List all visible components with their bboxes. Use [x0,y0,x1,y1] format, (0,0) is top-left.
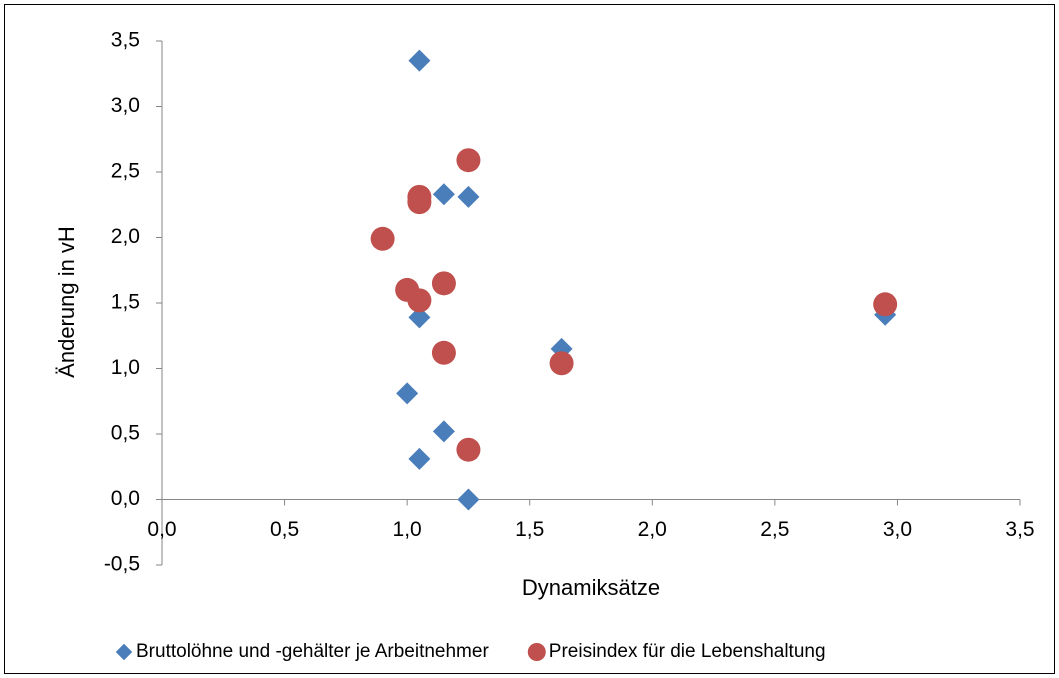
data-point [407,190,432,215]
data-point [407,288,432,313]
data-point [457,488,480,511]
data-point [431,340,456,365]
data-point [456,437,481,462]
x-tick-label: 1,5 [515,518,544,541]
x-tick-label: 3,0 [883,518,912,541]
data-point [873,292,898,317]
data-point [457,185,480,208]
data-point [432,420,455,443]
y-axis-title: Änderung in vH [54,226,79,378]
y-tick-label: 3,5 [111,29,140,52]
data-point [432,183,455,206]
y-tick-label: 1,0 [111,356,140,379]
data-point [408,49,431,72]
y-tick-label: -0,5 [104,553,140,576]
chart-frame [4,4,1055,674]
y-tick-label: 2,0 [111,225,140,248]
x-tick-label: 2,0 [638,518,667,541]
y-tick-label: 3,0 [111,94,140,117]
data-point [370,226,395,251]
x-tick-label: 0,0 [147,518,176,541]
data-point [408,447,431,470]
y-tick-label: 1,5 [111,291,140,314]
x-tick-label: 1,0 [393,518,422,541]
data-point [456,148,481,173]
x-tick-label: 2,5 [760,518,789,541]
x-axis-title: Dynamiksätze [522,575,660,600]
x-tick-label: 3,5 [1005,518,1034,541]
legend-marker [115,643,133,661]
legend-label: Preisindex für die Lebenshaltung [549,641,826,662]
y-tick-label: 0,0 [111,487,140,510]
data-point [408,306,431,329]
legend-marker [527,643,546,661]
data-point [431,271,456,296]
x-tick-label: 0,5 [270,518,299,541]
y-tick-label: 0,5 [111,422,140,445]
data-point [549,351,574,376]
y-tick-label: 2,5 [111,160,140,183]
legend-label: Bruttolöhne und -gehälter je Arbeitnehme… [136,641,489,662]
data-point [396,382,419,405]
